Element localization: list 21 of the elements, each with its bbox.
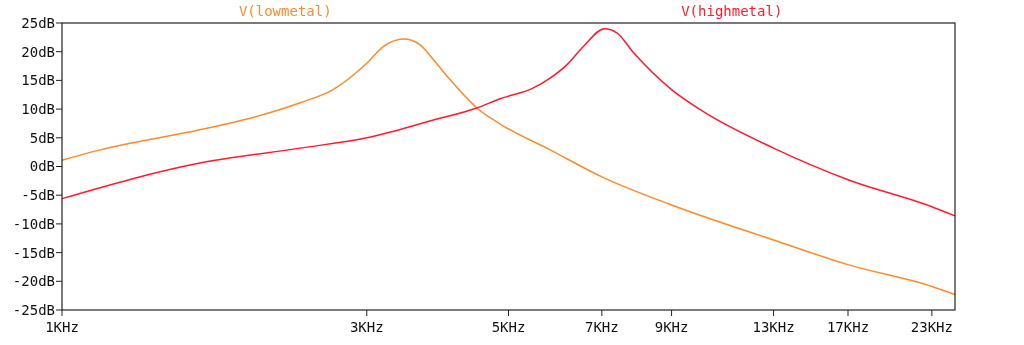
y-tick-label: 20dB (21, 43, 55, 60)
y-tick-label: -20dB (12, 273, 55, 290)
text: V(lowmetal) (238, 3, 332, 19)
y-tick-label: 10dB (21, 101, 55, 117)
x-tick-label: 5KHz (491, 319, 526, 335)
y-tick-label: -5dB (21, 187, 55, 204)
x-tick-label: 1KHz (45, 319, 79, 335)
x-tick-label: 7KHz (584, 319, 619, 335)
y-tick-label: -15dB (12, 244, 55, 261)
y-tick-label: 15dB (21, 72, 55, 89)
x-tick-label: 9KHz (654, 319, 689, 335)
y-tick-label: -10dB (12, 215, 55, 232)
y-tick-label: -25dB (12, 301, 55, 318)
y-tick-label: 0dB (29, 158, 55, 175)
x-tick-label: 3KHz (349, 319, 384, 335)
x-tick-label: 17KHz (826, 319, 870, 335)
y-tick-label: 25dB (21, 14, 55, 31)
x-tick-label: 23KHz (910, 319, 953, 335)
x-tick-label: 13KHz (752, 319, 795, 335)
y-tick-label: 5dB (29, 129, 55, 146)
text: V(highmetal) (681, 3, 783, 19)
